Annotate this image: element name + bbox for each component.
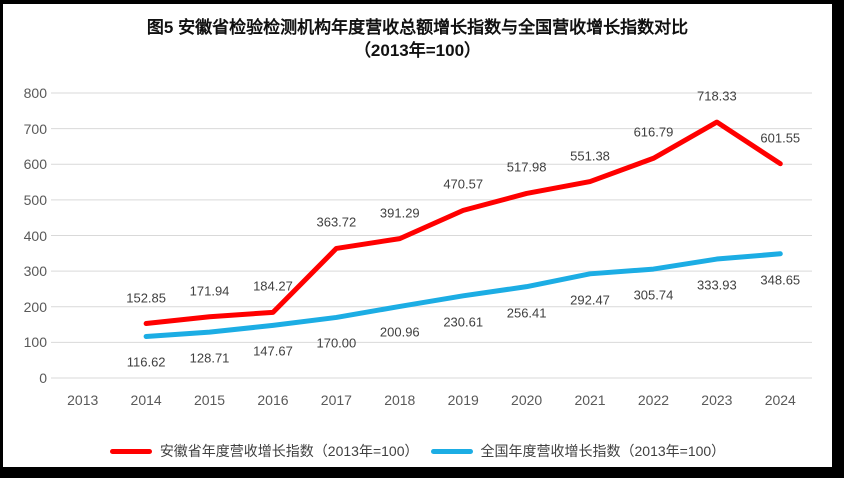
data-label: 517.98	[506, 159, 547, 175]
data-label: 333.93	[696, 277, 737, 293]
chart-title-line1: 图5 安徽省检验检测机构年度营收总额增长指数与全国营收增长指数对比	[146, 18, 689, 37]
data-label: 200.96	[379, 324, 420, 340]
x-tick-label: 2021	[574, 392, 606, 408]
y-tick-label: 300	[23, 263, 47, 280]
data-label: 551.38	[570, 148, 610, 164]
legend-label-anhui: 安徽省年度营收增长指数（2013年=100）	[159, 443, 419, 459]
data-label: 152.85	[126, 290, 167, 306]
chart-title-line2: （2013年=100）	[353, 41, 482, 60]
legend-item-anhui: 安徽省年度营收增长指数（2013年=100）	[109, 441, 419, 461]
y-tick-label: 0	[39, 370, 47, 386]
data-label: 348.65	[760, 272, 801, 288]
plot-area: 0 100 200 300 400 500 600 700 800 2013 2014 2015 201…	[3, 4, 832, 467]
data-label: 184.27	[253, 278, 293, 294]
data-label: 616.79	[633, 124, 674, 140]
data-label: 718.33	[696, 88, 737, 104]
x-tick-label: 2024	[764, 392, 796, 408]
y-tick-label: 800	[23, 85, 47, 101]
x-tick-label: 2019	[447, 392, 479, 408]
legend-item-national: 全国年度营收增长指数（2013年=100）	[430, 441, 726, 461]
data-label: 230.61	[443, 314, 484, 330]
y-tick-label: 200	[23, 298, 47, 315]
data-label: 128.71	[189, 350, 230, 366]
x-tick-label: 2013	[67, 392, 99, 408]
y-tick-label: 500	[23, 191, 47, 208]
data-label: 391.29	[379, 205, 420, 221]
x-tick-label: 2016	[257, 392, 289, 408]
data-label: 305.74	[633, 287, 674, 303]
x-tick-label: 2017	[320, 392, 352, 408]
data-label: 171.94	[189, 283, 230, 299]
data-label: 470.57	[443, 176, 484, 192]
y-tick-label: 100	[23, 334, 47, 351]
legend-red-line-icon	[109, 448, 152, 454]
y-tick-label: 600	[23, 156, 47, 173]
data-label: 147.67	[253, 343, 293, 359]
y-tick-label: 700	[23, 120, 47, 137]
data-label: 170.00	[316, 335, 357, 351]
series-line-1	[143, 251, 783, 339]
x-tick-label: 2015	[193, 392, 226, 408]
legend: 安徽省年度营收增长指数（2013年=100） 全国年度营收增长指数（2013年=…	[3, 440, 832, 462]
data-label: 116.62	[126, 354, 166, 370]
series-line-0	[143, 119, 783, 327]
data-label: 363.72	[316, 214, 357, 230]
x-tick-label: 2023	[701, 392, 733, 408]
data-label: 601.55	[760, 130, 801, 146]
legend-label-national: 全国年度营收增长指数（2013年=100）	[480, 443, 726, 459]
x-tick-label: 2014	[130, 392, 162, 408]
x-tick-label: 2022	[637, 392, 670, 408]
legend-blue-line-icon	[430, 448, 473, 454]
chart-canvas	[51, 92, 812, 379]
y-tick-label: 400	[23, 227, 47, 244]
chart-title: 图5 安徽省检验检测机构年度营收总额增长指数与全国营收增长指数对比 （2013年…	[3, 16, 832, 62]
x-tick-label: 2018	[384, 392, 416, 408]
data-label: 256.41	[506, 305, 547, 321]
data-label: 292.47	[570, 292, 610, 308]
x-tick-label: 2020	[511, 392, 543, 408]
